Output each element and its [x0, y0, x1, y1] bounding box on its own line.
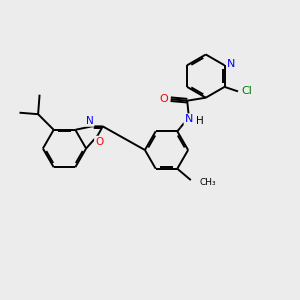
Text: N: N [184, 114, 193, 124]
Text: N: N [227, 59, 235, 69]
Text: N: N [86, 116, 94, 126]
Text: O: O [160, 94, 169, 103]
Text: O: O [95, 136, 103, 147]
Text: H: H [196, 116, 204, 126]
Text: Cl: Cl [241, 86, 252, 96]
Text: CH₃: CH₃ [199, 178, 216, 187]
